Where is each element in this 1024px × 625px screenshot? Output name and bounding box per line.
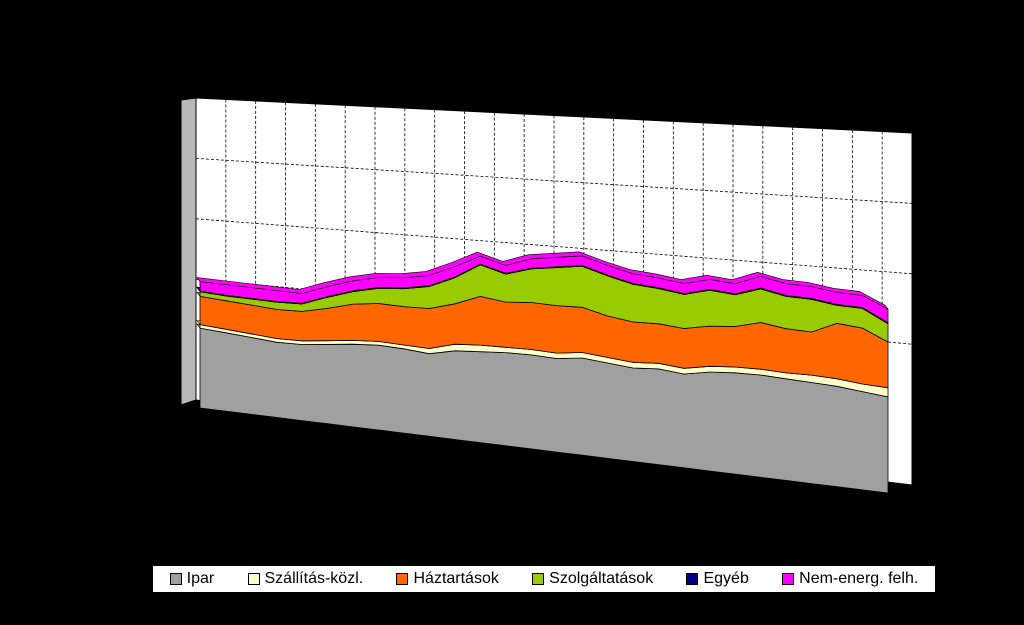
series-ridge-6 bbox=[196, 251, 889, 310]
legend-swatch bbox=[782, 573, 795, 585]
legend-item: Ipar bbox=[169, 570, 215, 588]
legend-swatch bbox=[247, 573, 260, 585]
side-wall bbox=[180, 97, 197, 406]
legend-swatch bbox=[686, 573, 699, 585]
legend-label: Háztartások bbox=[413, 570, 499, 587]
legend-item: Egyéb bbox=[686, 570, 749, 588]
chart-legend: Ipar Szállítás-közl. Háztartások Szolgáltat… bbox=[152, 565, 936, 593]
gridline-horizontal bbox=[195, 158, 913, 204]
legend-label: Nem-energ. felh. bbox=[799, 570, 919, 587]
legend-label: Ipar bbox=[186, 570, 215, 587]
legend-label: Szállítás-közl. bbox=[264, 570, 364, 587]
legend-item: Háztartások bbox=[396, 570, 499, 588]
legend-label: Egyéb bbox=[703, 570, 749, 587]
legend-label: Szolgáltatások bbox=[549, 570, 654, 587]
legend-swatch bbox=[169, 573, 182, 585]
legend-item: Szállítás-közl. bbox=[247, 570, 364, 588]
legend-swatch bbox=[396, 573, 409, 585]
legend-swatch bbox=[532, 573, 545, 585]
legend-item: Szolgáltatások bbox=[532, 570, 653, 588]
legend-item: Nem-energ. felh. bbox=[782, 570, 918, 588]
